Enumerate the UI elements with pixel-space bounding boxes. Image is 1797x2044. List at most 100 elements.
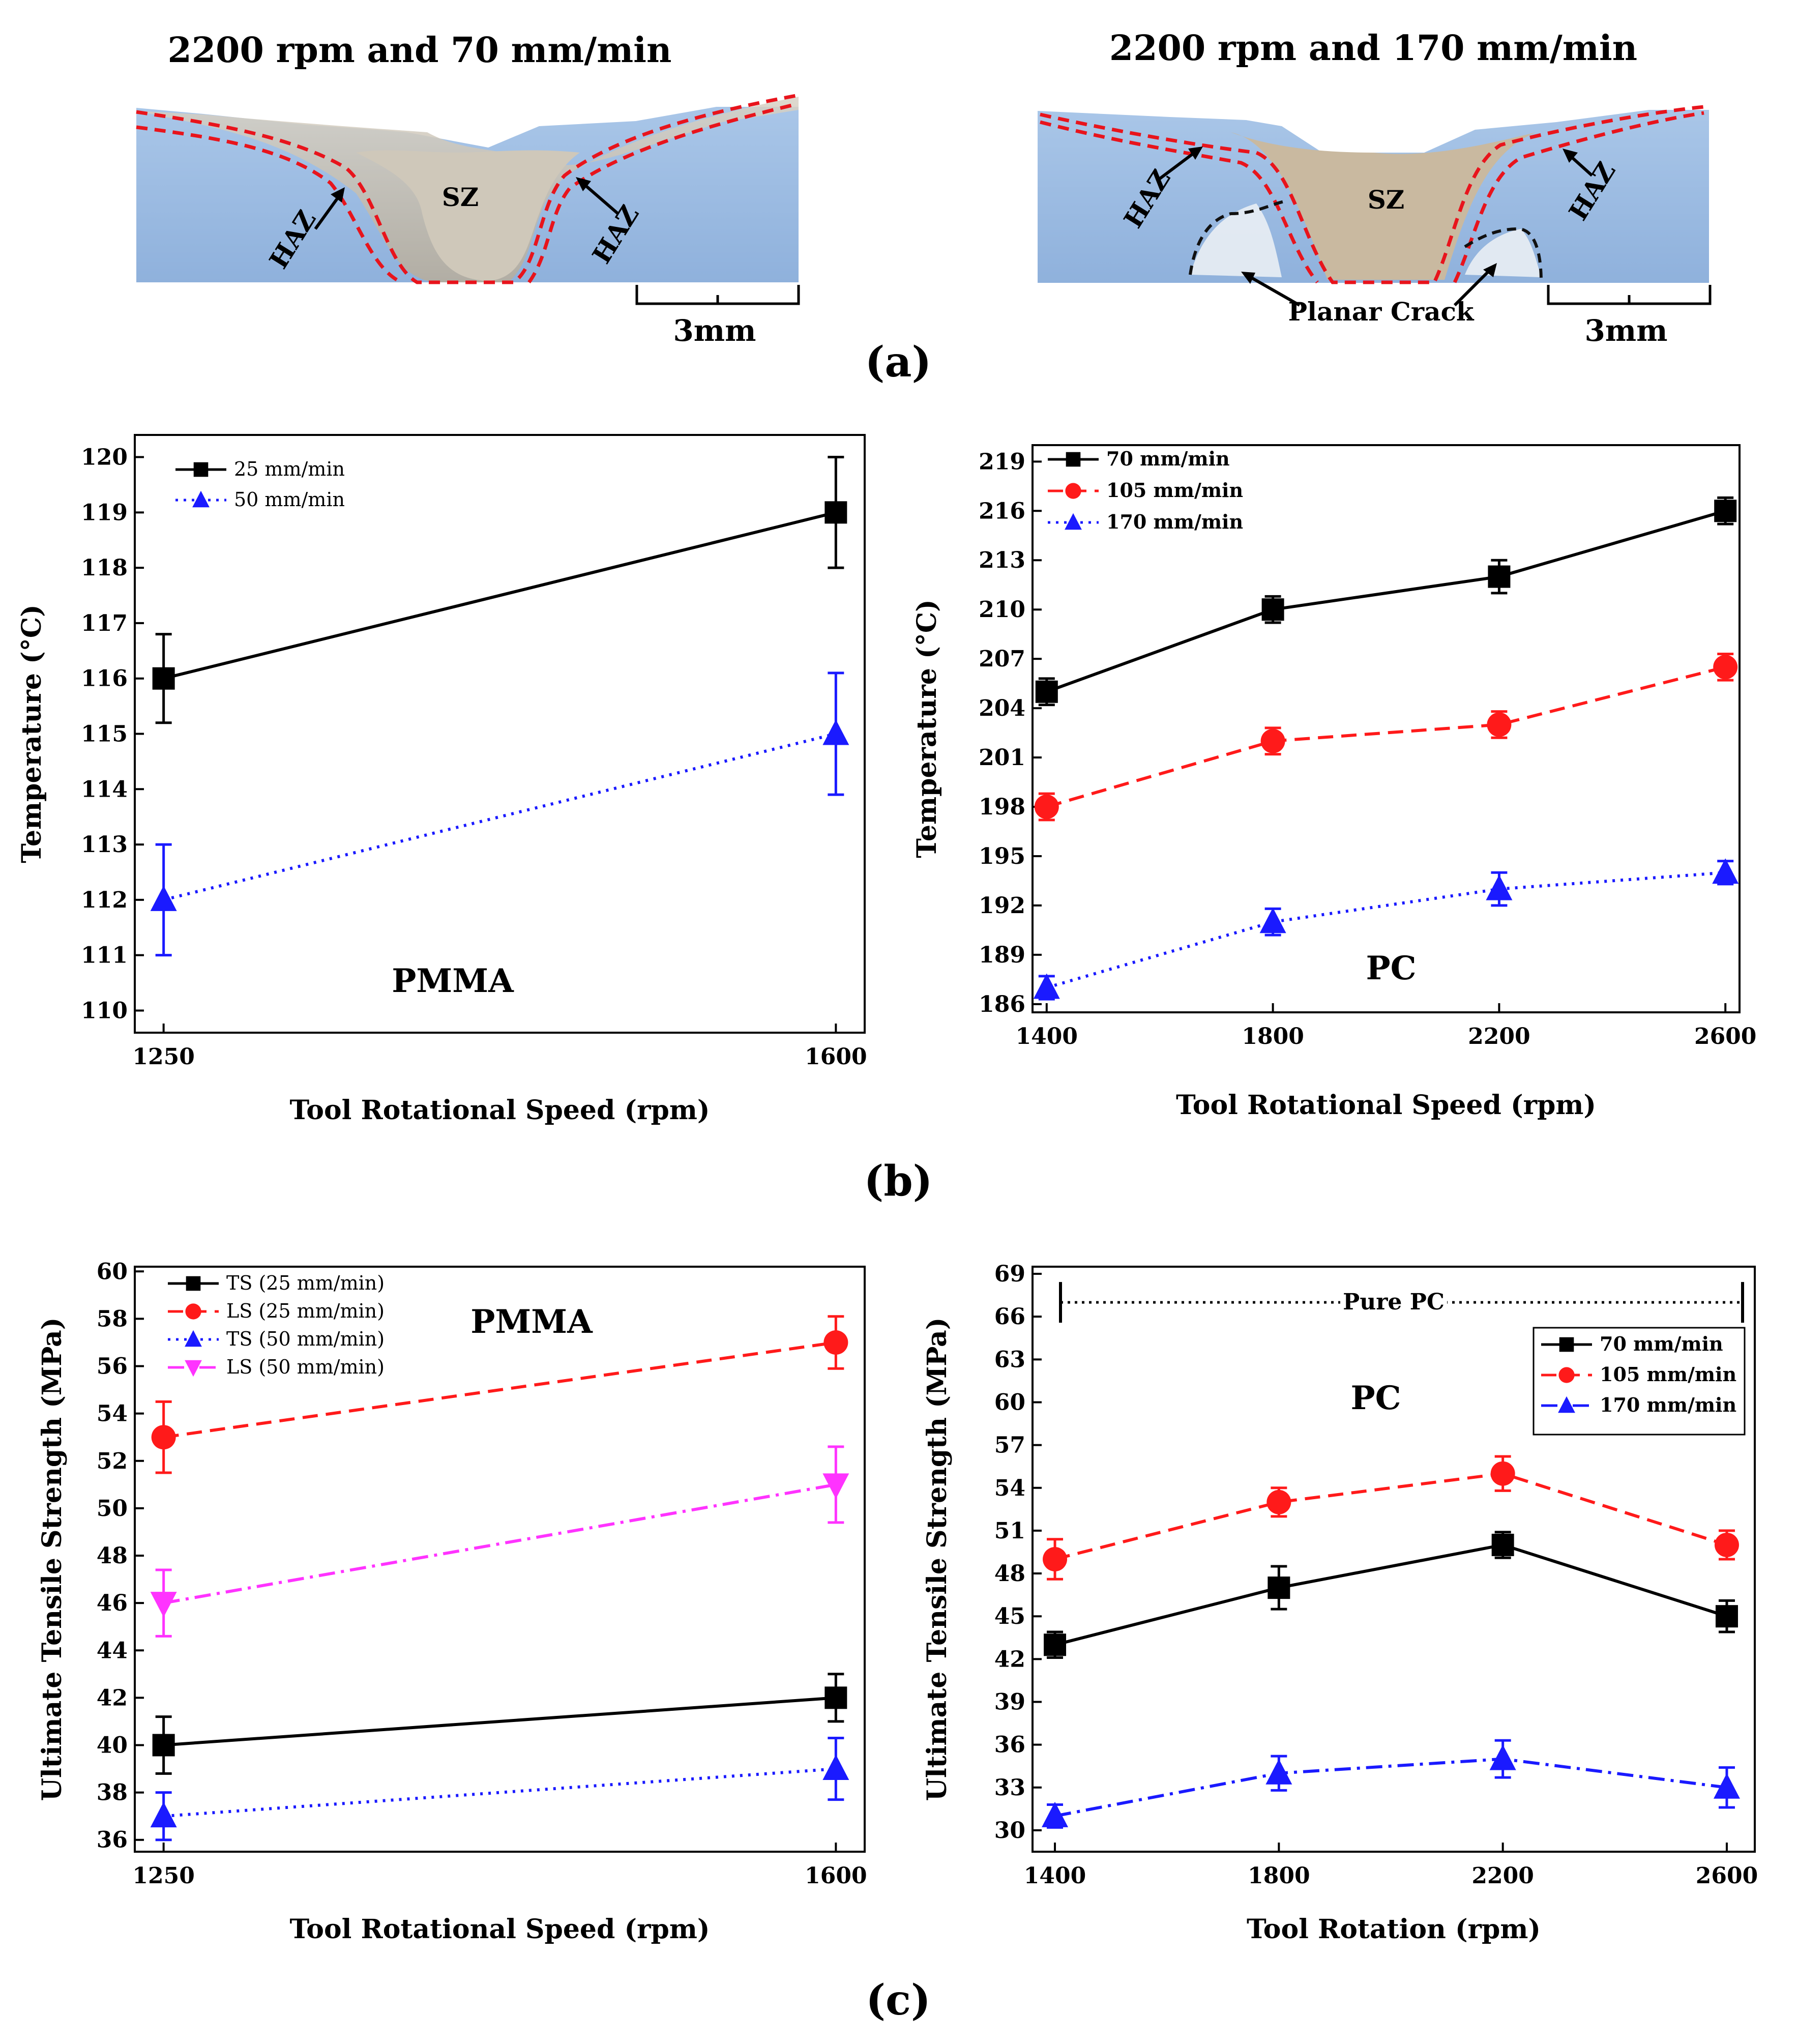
- x-tick-label: 2600: [1694, 1024, 1756, 1049]
- x-tick-label: 1600: [805, 1863, 867, 1889]
- photo-right-title: 2200 rpm and 170 mm/min: [1109, 28, 1637, 69]
- photo-right-top-surface: [1038, 104, 1709, 153]
- legend-label: TS (25 mm/min): [226, 1272, 385, 1294]
- series-line: [163, 1341, 836, 1439]
- data-point: [1261, 598, 1284, 621]
- data-point: [152, 667, 175, 690]
- x-axis-label: Tool Rotational Speed (rpm): [1176, 1090, 1596, 1121]
- y-tick-label: 118: [81, 555, 128, 581]
- data-point: [824, 501, 847, 524]
- y-tick-label: 213: [979, 547, 1025, 573]
- data-point: [1044, 1633, 1067, 1656]
- data-point: [1714, 1532, 1739, 1557]
- y-tick-label: 57: [994, 1433, 1025, 1458]
- legend-marker: [193, 462, 209, 477]
- data-point: [1714, 500, 1737, 522]
- legend-label: 70 mm/min: [1600, 1332, 1723, 1355]
- data-point: [1260, 728, 1285, 753]
- data-point: [151, 1425, 176, 1450]
- photo-right-crack-arrowhead-left: [1241, 272, 1255, 284]
- data-point: [1713, 655, 1738, 680]
- y-tick-label: 63: [994, 1347, 1025, 1373]
- y-tick-label: 201: [979, 745, 1025, 771]
- x-axis-label: Tool Rotational Speed (rpm): [290, 1095, 710, 1126]
- y-tick-label: 42: [97, 1685, 128, 1711]
- series-line: [163, 732, 837, 901]
- y-tick-label: 112: [81, 887, 128, 913]
- photo-right-haz-right-arrowhead: [1563, 149, 1578, 163]
- series-line: [1046, 665, 1726, 808]
- photo-left-sz-label: SZ: [442, 182, 479, 212]
- y-tick-label: 36: [994, 1732, 1025, 1758]
- x-tick-label: 1250: [132, 1863, 194, 1889]
- photo-right-haz-outer-boundary: [1040, 105, 1704, 284]
- y-tick-label: 113: [81, 832, 128, 858]
- chart-pmma-tensile-strength: 36 38 40 42 44 46 48 50 52 54 56 58 60 1250 1600 Tool R…: [37, 1259, 867, 1945]
- x-tick-label: 1800: [1248, 1863, 1310, 1889]
- y-axis-label: Temperature (°C): [16, 604, 47, 863]
- legend-marker: [1559, 1337, 1574, 1352]
- y-tick-label: 45: [994, 1603, 1025, 1629]
- photo-right-crack-left-outline: [1189, 199, 1287, 275]
- legend-label: 50 mm/min: [234, 488, 345, 511]
- x-axis-label: Tool Rotation (rpm): [1247, 1914, 1541, 1945]
- legend-label: 70 mm/min: [1106, 447, 1230, 470]
- y-tick-label: 186: [979, 991, 1025, 1017]
- chart-title: PMMA: [392, 962, 514, 1000]
- photo-left-haz-inner-boundary: [136, 102, 797, 284]
- y-tick-label: 60: [97, 1259, 128, 1284]
- y-tick-label: 42: [994, 1646, 1025, 1672]
- photo-left-title: 2200 rpm and 70 mm/min: [168, 30, 672, 71]
- data-point: [1488, 565, 1511, 588]
- y-axis-label: Ultimate Tensile Strength (MPa): [922, 1318, 953, 1801]
- photo-right-crack-arrow-left: [1245, 273, 1301, 307]
- photo-right-crack-label: Planar Crack: [1288, 297, 1474, 327]
- y-tick-label: 207: [979, 646, 1025, 672]
- data-point: [1715, 1605, 1738, 1628]
- data-point: [823, 1330, 848, 1355]
- panel-label-a: (a): [865, 338, 932, 387]
- series-line: [163, 511, 837, 680]
- x-tick-label: 1400: [1024, 1863, 1086, 1889]
- y-tick-label: 116: [81, 666, 128, 692]
- y-tick-label: 54: [97, 1401, 128, 1427]
- x-tick-label: 1800: [1242, 1024, 1304, 1049]
- x-tick-label: 1400: [1016, 1024, 1078, 1049]
- photo-right-haz-left-arrow: [1156, 149, 1199, 182]
- panel-label-c: (c): [866, 1976, 931, 2025]
- data-point: [1486, 874, 1513, 900]
- plot-frame: [1032, 1266, 1756, 1853]
- chart-title: PMMA: [470, 1303, 593, 1341]
- data-point: [1487, 712, 1512, 737]
- y-tick-label: 36: [97, 1827, 128, 1853]
- photo-left-stir-zone: [356, 150, 580, 281]
- y-axis-label: Ultimate Tensile Strength (MPa): [37, 1318, 68, 1801]
- data-point: [1259, 908, 1286, 933]
- series-line: [1054, 1472, 1727, 1561]
- series-line: [163, 1696, 836, 1747]
- photo-left-haz-right-arrowhead: [576, 177, 591, 191]
- y-tick-label: 192: [979, 893, 1025, 919]
- y-tick-label: 120: [81, 445, 128, 471]
- data-point: [822, 1755, 849, 1780]
- legend-marker: [185, 1330, 202, 1347]
- legend-marker: [1065, 483, 1081, 499]
- plot-frame: [134, 434, 866, 1034]
- y-tick-label: 44: [97, 1638, 128, 1663]
- chart-pc-tensile-strength: 30 33 36 39 42 45 48 51 54 57 60 63 66 69 1400 1800 2200…: [922, 1261, 1758, 1945]
- y-tick-label: 51: [994, 1518, 1025, 1544]
- legend-label: 25 mm/min: [234, 458, 345, 480]
- data-point: [824, 1686, 847, 1709]
- photo-left-haz-left-arrowhead: [331, 187, 345, 202]
- series-line: [163, 1767, 836, 1818]
- legend-label: 105 mm/min: [1106, 479, 1243, 502]
- y-tick-label: 33: [994, 1775, 1025, 1801]
- x-tick-label: 1600: [805, 1044, 867, 1070]
- y-tick-label: 117: [81, 610, 128, 636]
- x-tick-label: 2200: [1471, 1863, 1534, 1889]
- y-tick-label: 69: [994, 1261, 1025, 1287]
- data-point: [1266, 1490, 1291, 1514]
- legend-label: LS (25 mm/min): [226, 1300, 385, 1322]
- data-point: [1043, 1547, 1068, 1571]
- y-tick-label: 40: [97, 1732, 128, 1758]
